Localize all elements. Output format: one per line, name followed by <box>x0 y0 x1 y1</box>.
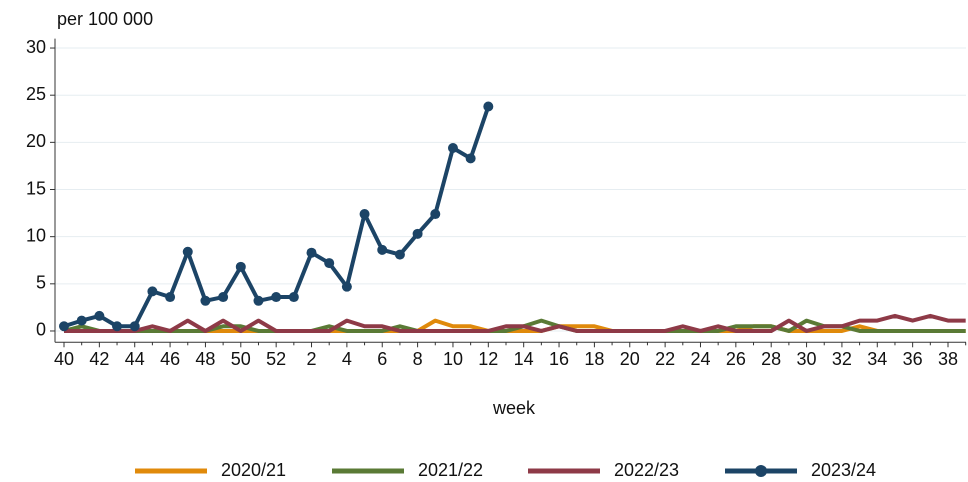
x-tick-label: 44 <box>125 349 145 369</box>
legend-marker <box>755 465 767 477</box>
series-marker <box>94 310 105 321</box>
x-tick-label: 42 <box>89 349 109 369</box>
x-tick-label: 34 <box>867 349 887 369</box>
y-tick-label: 20 <box>26 131 46 151</box>
x-tick-label: 8 <box>413 349 423 369</box>
x-tick-label: 2 <box>307 349 317 369</box>
series-marker <box>324 258 335 269</box>
series-marker <box>306 247 317 258</box>
series-marker <box>182 246 193 257</box>
x-tick-label: 38 <box>938 349 958 369</box>
y-tick-label: 15 <box>26 178 46 198</box>
y-tick-label: 30 <box>26 37 46 57</box>
series-line <box>64 318 966 333</box>
x-tick-label: 28 <box>761 349 781 369</box>
series-marker <box>59 321 69 332</box>
series-marker <box>200 295 211 306</box>
series-marker <box>412 228 423 239</box>
x-tick-label: 36 <box>903 349 923 369</box>
y-tick-label: 0 <box>36 320 46 340</box>
series-marker <box>465 153 476 164</box>
x-tick-label: 18 <box>584 349 604 369</box>
x-tick-label: 26 <box>726 349 746 369</box>
series-marker <box>129 321 140 332</box>
x-tick-label: 52 <box>266 349 286 369</box>
series-marker <box>377 244 388 255</box>
x-tick-label: 46 <box>160 349 180 369</box>
x-tick-label: 16 <box>549 349 569 369</box>
series-marker <box>112 321 123 332</box>
x-axis-label: week <box>492 398 536 418</box>
x-tick-label: 4 <box>342 349 352 369</box>
series-marker <box>341 281 352 292</box>
x-tick-label: 50 <box>231 349 251 369</box>
x-tick-label: 24 <box>690 349 710 369</box>
series-marker <box>430 209 441 220</box>
series-marker <box>483 101 494 112</box>
series-marker <box>271 292 282 303</box>
x-tick-label: 48 <box>195 349 215 369</box>
y-tick-label: 5 <box>36 273 46 293</box>
series-marker <box>147 286 158 297</box>
x-tick-label: 30 <box>797 349 817 369</box>
series-marker <box>235 261 246 272</box>
y-axis-label: per 100 000 <box>57 9 153 29</box>
x-tick-label: 32 <box>832 349 852 369</box>
x-tick-label: 14 <box>514 349 534 369</box>
x-tick-label: 10 <box>443 349 463 369</box>
x-tick-label: 20 <box>620 349 640 369</box>
series-marker <box>253 295 264 306</box>
legend-label: 2020/21 <box>221 460 286 480</box>
legend-label: 2022/23 <box>614 460 679 480</box>
series-marker <box>165 292 176 303</box>
series-line <box>64 313 966 333</box>
legend-label: 2021/22 <box>418 460 483 480</box>
series-marker <box>218 292 229 303</box>
legend-label: 2023/24 <box>811 460 876 480</box>
y-tick-label: 25 <box>26 84 46 104</box>
x-tick-label: 6 <box>377 349 387 369</box>
x-tick-label: 22 <box>655 349 675 369</box>
series-marker <box>288 292 299 303</box>
y-tick-label: 10 <box>26 225 46 245</box>
series-marker <box>447 143 458 154</box>
series-line <box>63 318 966 333</box>
x-tick-label: 12 <box>478 349 498 369</box>
series-marker <box>76 315 87 326</box>
x-tick-label: 40 <box>54 349 74 369</box>
series-marker <box>394 249 405 260</box>
series-marker <box>359 209 370 220</box>
